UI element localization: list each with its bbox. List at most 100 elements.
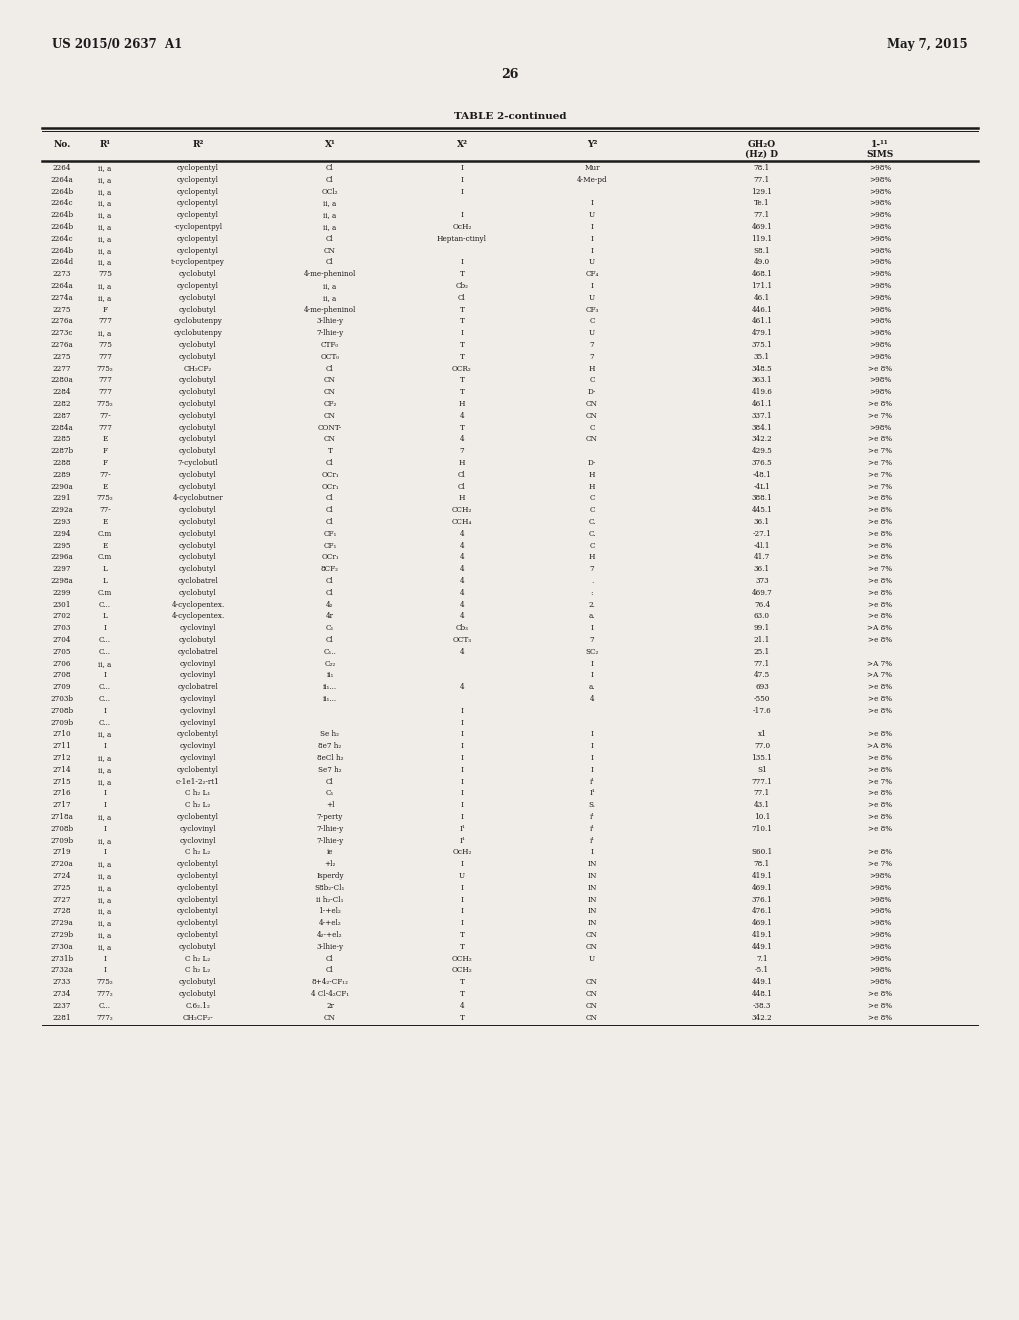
Text: I: I <box>460 801 463 809</box>
Text: 2299: 2299 <box>53 589 71 597</box>
Text: 777.1: 777.1 <box>751 777 771 785</box>
Text: Cl: Cl <box>326 364 333 372</box>
Text: Cl: Cl <box>326 176 333 183</box>
Text: >98%: >98% <box>868 424 891 432</box>
Text: OCr₁: OCr₁ <box>321 483 338 491</box>
Text: H: H <box>588 471 595 479</box>
Text: ii, a: ii, a <box>98 282 111 290</box>
Text: CN: CN <box>586 978 597 986</box>
Text: F: F <box>102 447 107 455</box>
Text: cyclobutyl: cyclobutyl <box>179 529 217 537</box>
Text: C...: C... <box>99 718 111 727</box>
Text: 78.1: 78.1 <box>753 164 769 172</box>
Text: i¹: i¹ <box>589 777 594 785</box>
Text: >98%: >98% <box>868 164 891 172</box>
Text: CN: CN <box>586 436 597 444</box>
Text: >e 8%: >e 8% <box>867 1002 892 1010</box>
Text: 2732a: 2732a <box>51 966 73 974</box>
Text: TABLE 2-continued: TABLE 2-continued <box>453 112 566 121</box>
Text: 2264b: 2264b <box>50 247 73 255</box>
Text: CH₂CF₂-: CH₂CF₂- <box>182 1014 213 1022</box>
Text: >98%: >98% <box>868 306 891 314</box>
Text: 448.1: 448.1 <box>751 990 771 998</box>
Text: >e 7%: >e 7% <box>867 483 892 491</box>
Text: C h₂ L₂: C h₂ L₂ <box>185 849 210 857</box>
Text: 2264a: 2264a <box>51 176 73 183</box>
Text: ii, a: ii, a <box>98 235 111 243</box>
Text: 775₂: 775₂ <box>97 364 113 372</box>
Text: 2264b: 2264b <box>50 211 73 219</box>
Text: 373: 373 <box>754 577 768 585</box>
Text: cyclobutenpy: cyclobutenpy <box>173 318 222 326</box>
Text: 449.1: 449.1 <box>751 978 771 986</box>
Text: CN: CN <box>324 247 335 255</box>
Text: cyclobentyl: cyclobentyl <box>177 931 219 939</box>
Text: ii, a: ii, a <box>98 164 111 172</box>
Text: No.: No. <box>53 140 70 149</box>
Text: cyclobatrel: cyclobatrel <box>177 648 218 656</box>
Text: I: I <box>460 211 463 219</box>
Text: 469.1: 469.1 <box>751 919 771 927</box>
Text: C: C <box>589 541 594 549</box>
Text: cyclobutyl: cyclobutyl <box>179 541 217 549</box>
Text: c-1e1-2₂-rt1: c-1e1-2₂-rt1 <box>176 777 220 785</box>
Text: CF₁: CF₁ <box>323 529 336 537</box>
Text: cyclobutyl: cyclobutyl <box>179 352 217 360</box>
Text: 2277: 2277 <box>53 364 71 372</box>
Text: 2292a: 2292a <box>51 507 73 515</box>
Text: >e 7%: >e 7% <box>867 447 892 455</box>
Text: >98%: >98% <box>868 966 891 974</box>
Text: 2297: 2297 <box>53 565 71 573</box>
Text: ii, a: ii, a <box>98 919 111 927</box>
Text: i¹: i¹ <box>589 825 594 833</box>
Text: I: I <box>590 247 593 255</box>
Text: 4: 4 <box>460 436 464 444</box>
Text: 7: 7 <box>589 341 594 348</box>
Text: H: H <box>459 495 465 503</box>
Text: Cb₃: Cb₃ <box>455 624 468 632</box>
Text: C: C <box>589 507 594 515</box>
Text: cyclobatrel: cyclobatrel <box>177 684 218 692</box>
Text: >e 7%: >e 7% <box>867 412 892 420</box>
Text: >e 8%: >e 8% <box>867 507 892 515</box>
Text: 7: 7 <box>460 447 464 455</box>
Text: Se h₂: Se h₂ <box>320 730 339 738</box>
Text: 2291: 2291 <box>53 495 71 503</box>
Text: 77.1: 77.1 <box>753 660 769 668</box>
Text: OCl₂: OCl₂ <box>321 187 338 195</box>
Text: L: L <box>103 612 107 620</box>
Text: C h₂ L₁: C h₂ L₁ <box>185 789 210 797</box>
Text: +l₂: +l₂ <box>324 861 335 869</box>
Text: I: I <box>460 813 463 821</box>
Text: cyclopentyl: cyclopentyl <box>177 199 219 207</box>
Text: 2274a: 2274a <box>51 294 73 302</box>
Text: >98%: >98% <box>868 223 891 231</box>
Text: C h₂ L₂: C h₂ L₂ <box>185 954 210 962</box>
Text: a.: a. <box>588 612 595 620</box>
Text: >98%: >98% <box>868 235 891 243</box>
Text: 77.1: 77.1 <box>753 211 769 219</box>
Text: E: E <box>102 483 108 491</box>
Text: >e 8%: >e 8% <box>867 766 892 774</box>
Text: .: . <box>590 577 592 585</box>
Text: >98%: >98% <box>868 176 891 183</box>
Text: 2287: 2287 <box>53 412 71 420</box>
Text: 2293: 2293 <box>53 517 71 527</box>
Text: ii, a: ii, a <box>98 813 111 821</box>
Text: 384.1: 384.1 <box>751 424 771 432</box>
Text: >98%: >98% <box>868 341 891 348</box>
Text: I: I <box>590 730 593 738</box>
Text: (Hz) D: (Hz) D <box>745 150 777 158</box>
Text: cyclovinyl: cyclovinyl <box>179 837 216 845</box>
Text: Cb₂: Cb₂ <box>455 282 468 290</box>
Text: I¹: I¹ <box>589 789 594 797</box>
Text: C...: C... <box>99 636 111 644</box>
Text: ii, a: ii, a <box>98 211 111 219</box>
Text: >e 8%: >e 8% <box>867 684 892 692</box>
Text: 8e7 h₂: 8e7 h₂ <box>318 742 341 750</box>
Text: C₁..: C₁.. <box>323 648 336 656</box>
Text: I: I <box>460 777 463 785</box>
Text: I: I <box>460 907 463 916</box>
Text: 77.0: 77.0 <box>753 742 769 750</box>
Text: 2708: 2708 <box>53 672 71 680</box>
